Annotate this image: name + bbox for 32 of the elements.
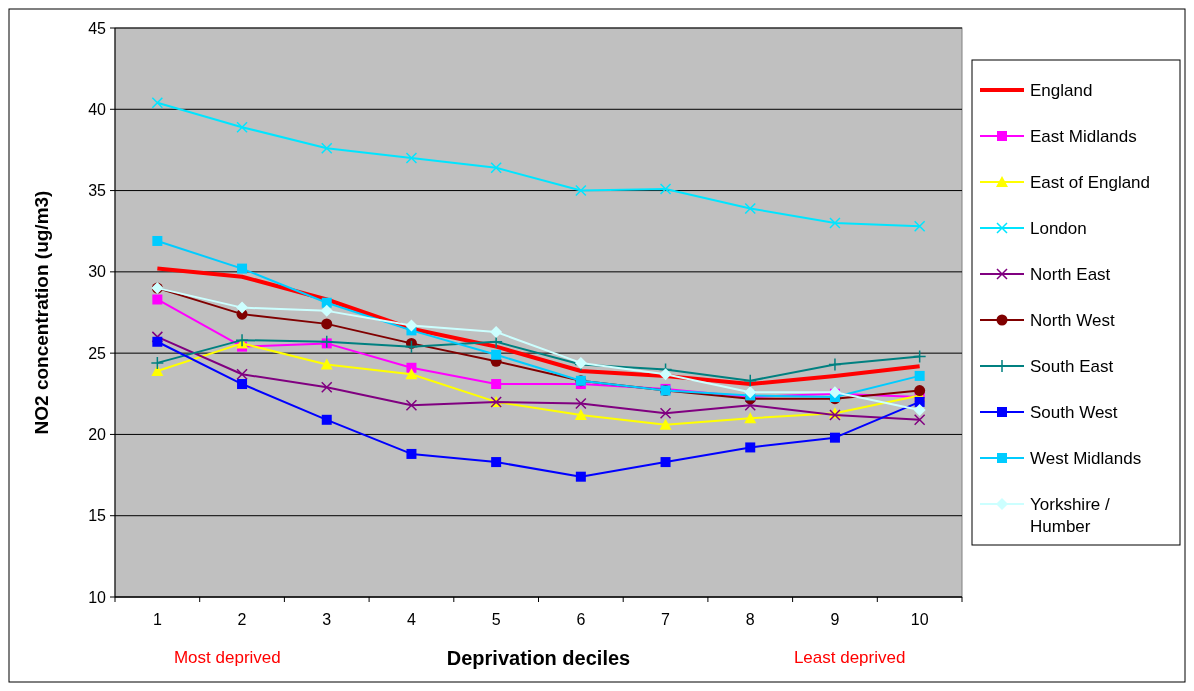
x-axis-title: Deprivation deciles [446, 647, 631, 669]
y-tick-label: 40 [88, 100, 107, 118]
legend-label: West Midlands [1030, 448, 1142, 468]
y-tick-label: 20 [88, 426, 107, 444]
y-tick-label: 30 [88, 263, 107, 281]
legend-label: London [1030, 218, 1087, 238]
x-tick-label: 1 [152, 611, 162, 628]
y-tick-label: 10 [88, 588, 107, 606]
legend-label: South East [1030, 356, 1114, 376]
x-tick-label: 7 [661, 611, 671, 628]
legend-label: North East [1030, 264, 1111, 284]
x-tick-label: 5 [491, 611, 501, 628]
x-tick-label: 8 [745, 611, 755, 628]
text: Least deprived [793, 648, 906, 667]
x-tick-label: 6 [576, 611, 586, 628]
legend-label: East of England [1030, 172, 1151, 192]
y-tick-label: 25 [88, 344, 107, 362]
y-tick-label: 35 [88, 182, 107, 200]
legend-label: England [1030, 80, 1093, 100]
x-tick-label: 3 [322, 611, 332, 628]
legend-label: North West [1030, 310, 1115, 330]
x-tick-label: 2 [237, 611, 247, 628]
x-tick-label: 4 [407, 611, 416, 628]
x-tick-label: 9 [830, 611, 840, 628]
legend-label: East Midlands [1030, 126, 1137, 146]
y-tick-label: 15 [88, 507, 107, 525]
text: Most deprived [173, 648, 281, 667]
y-axis-title: NO2 concentration (ug/m3) [31, 190, 52, 435]
legend-label: Yorkshire / Humber [1030, 494, 1110, 537]
legend-label: South West [1030, 402, 1118, 422]
y-tick-label: 45 [88, 19, 107, 37]
x-tick-label: 10 [910, 611, 929, 628]
